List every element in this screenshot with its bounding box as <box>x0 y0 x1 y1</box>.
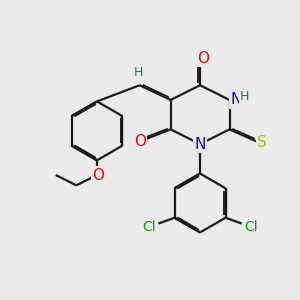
Text: O: O <box>92 167 104 182</box>
Text: O: O <box>134 134 146 149</box>
Text: N: N <box>194 136 206 152</box>
Text: Cl: Cl <box>143 220 156 234</box>
Text: N: N <box>230 92 242 107</box>
Text: H: H <box>134 66 143 80</box>
Text: H: H <box>240 91 250 103</box>
Text: Cl: Cl <box>244 220 257 234</box>
Text: S: S <box>257 135 267 150</box>
Text: O: O <box>198 51 210 66</box>
